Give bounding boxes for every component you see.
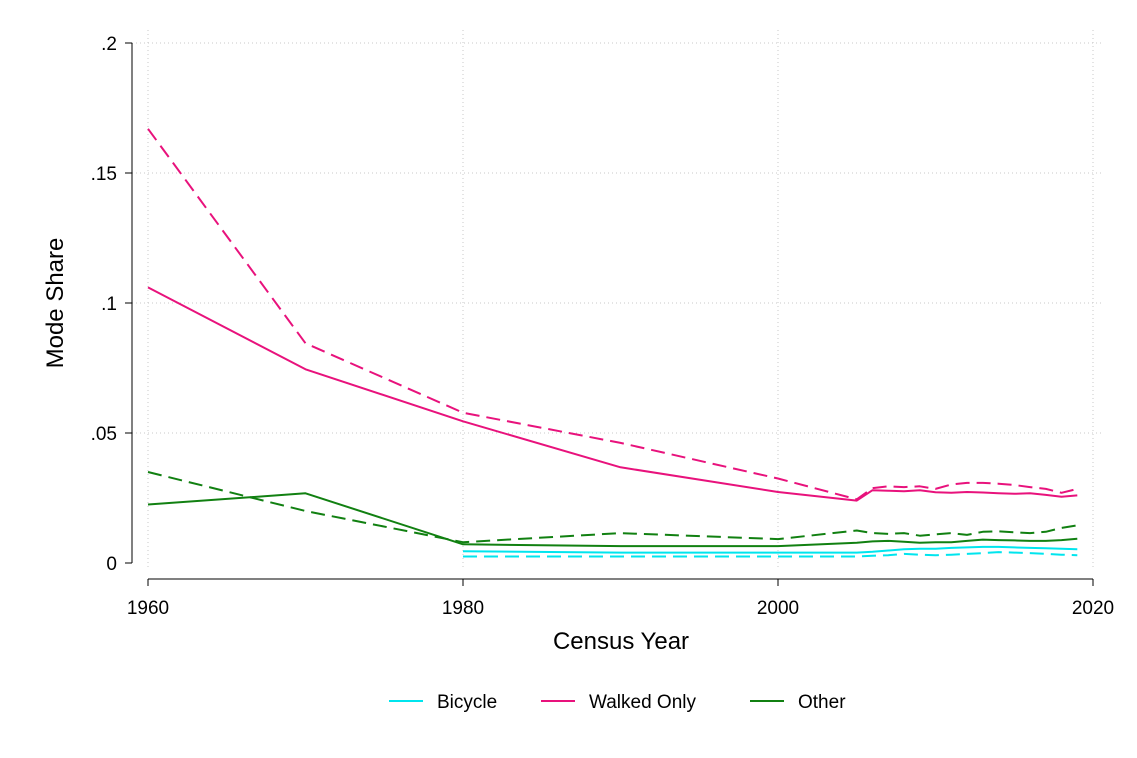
x-tick-label-1980: 1980	[442, 598, 484, 619]
series-lines	[147, 128, 1078, 558]
y-tick-label-3: .15	[91, 164, 117, 185]
y-tick-label-4: .2	[101, 34, 117, 55]
series-line-bicycle-solid	[462, 545, 1078, 554]
legend-item-bicycle: Bicycle	[389, 692, 497, 713]
y-tick-label-2: .1	[101, 294, 117, 315]
x-tick-label-1960: 1960	[127, 598, 169, 619]
x-tick-label-2020: 2020	[1072, 598, 1114, 619]
y-tick-label-1: .05	[91, 424, 117, 445]
series-line-walked-only-dashed	[147, 128, 1078, 501]
x-tick-label-2000: 2000	[757, 598, 799, 619]
series-line-walked-only-solid	[147, 286, 1078, 502]
legend-label-walked-only: Walked Only	[589, 692, 696, 713]
legend-item-walked-only: Walked Only	[541, 692, 696, 713]
y-tick-label-0: 0	[106, 554, 117, 575]
legend-item-other: Other	[750, 692, 846, 713]
axes: 0 .05 .1 .15 .2 1960 1980 2000 2020	[91, 34, 1115, 619]
y-axis-title: Mode Share	[42, 238, 69, 369]
legend-label-other: Other	[798, 692, 846, 713]
series-line-bicycle-dashed	[463, 551, 1078, 558]
legend: Bicycle Walked Only Other	[389, 692, 846, 713]
x-axis-title: Census Year	[553, 628, 689, 655]
legend-label-bicycle: Bicycle	[437, 692, 497, 713]
series-line-other-dashed	[147, 471, 1078, 544]
series-line-other-solid	[147, 492, 1078, 548]
